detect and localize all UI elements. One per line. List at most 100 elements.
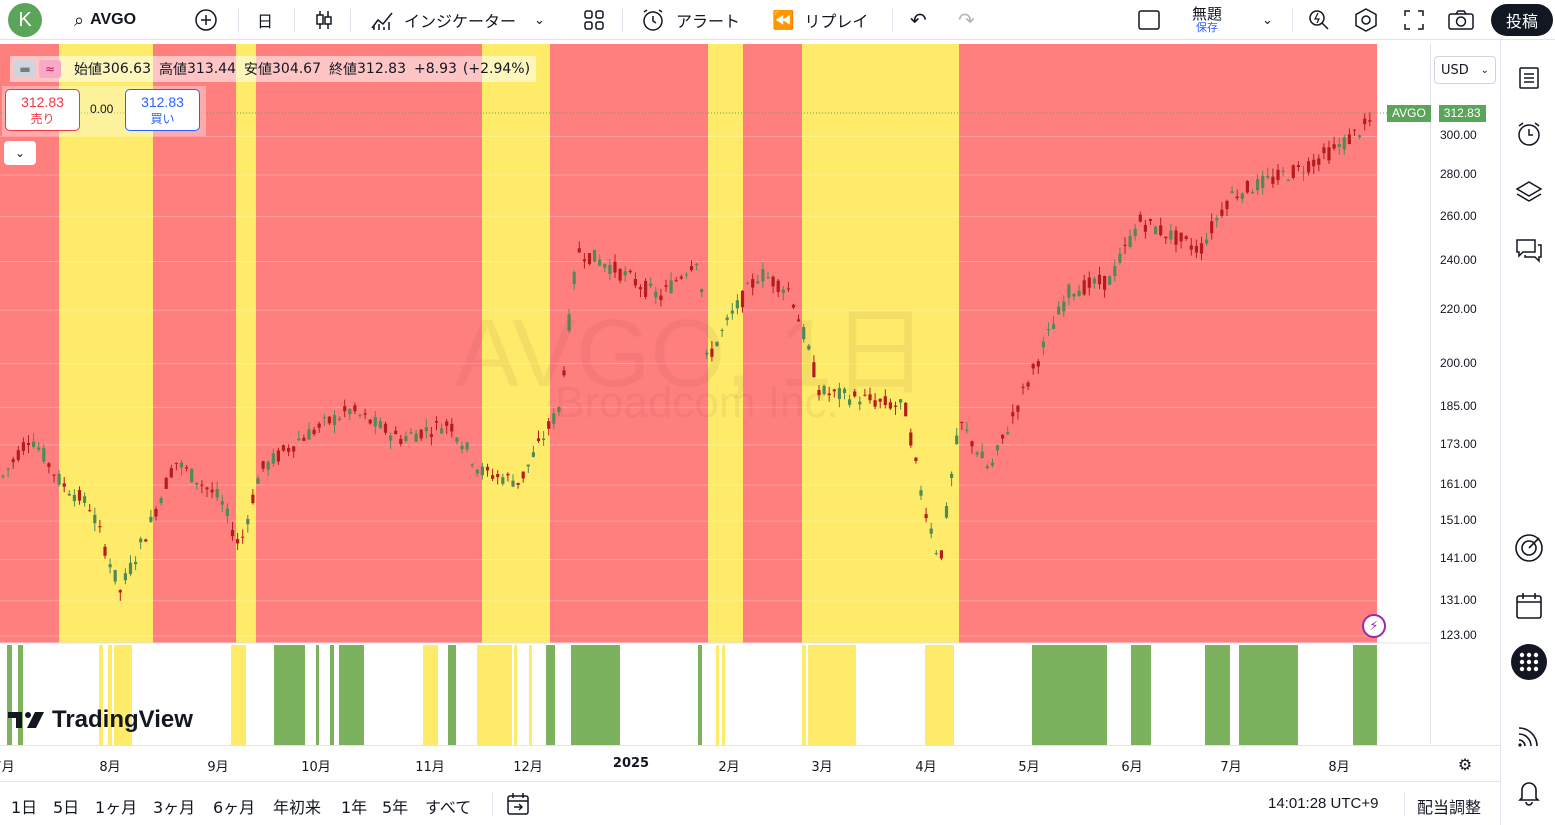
candle-body xyxy=(404,436,408,441)
candle-body xyxy=(108,564,112,568)
candle-body xyxy=(1184,236,1188,239)
candle-body xyxy=(424,427,428,432)
time-axis[interactable]: 7月 8月 9月 10月 11月 12月 2025 2月 3月 4月 5月 6月 7月 8月 xyxy=(0,745,1500,781)
candle-body xyxy=(756,281,760,284)
lightning-icon[interactable]: ⚡ xyxy=(1362,614,1386,638)
candle-body xyxy=(618,268,622,281)
goto-date-button[interactable] xyxy=(505,791,531,821)
fullscreen-button[interactable] xyxy=(1402,0,1426,40)
price-scale[interactable] xyxy=(1430,44,1500,744)
regime-band xyxy=(482,44,550,643)
tech-analysis-button[interactable] xyxy=(1513,532,1545,564)
hide-legend-icon[interactable]: ▬ xyxy=(14,60,36,78)
post-button[interactable]: 投稿 xyxy=(1491,4,1553,36)
candle-body xyxy=(990,462,994,466)
redo-button[interactable]: ↷ xyxy=(958,0,975,40)
candle-body xyxy=(429,434,433,437)
last-price-symbol: AVGO xyxy=(1387,105,1431,122)
chart-type-button[interactable] xyxy=(312,0,336,40)
interval-button[interactable]: 日 xyxy=(257,0,273,40)
search-icon: ⌕ xyxy=(74,9,85,31)
candle-body xyxy=(526,464,530,467)
candle-body xyxy=(128,562,133,575)
regime-band xyxy=(153,44,236,643)
candle-body xyxy=(644,280,648,297)
user-avatar[interactable]: K xyxy=(8,3,42,37)
apps-button[interactable] xyxy=(1511,644,1547,680)
range-button[interactable]: 1ヶ月 xyxy=(95,798,138,817)
watchlist-button[interactable] xyxy=(1513,62,1545,94)
range-button[interactable]: 5年 xyxy=(382,798,409,817)
candle-body xyxy=(929,528,933,534)
chat-button[interactable] xyxy=(1513,234,1545,266)
candle-body xyxy=(832,389,836,392)
chevron-down-icon: ⌄ xyxy=(1480,64,1489,76)
settings-button[interactable] xyxy=(1352,0,1380,40)
currency-select[interactable]: USD ⌄ xyxy=(1434,56,1496,84)
candle-body xyxy=(842,388,847,394)
layout-menu-chevron[interactable]: ⌄ xyxy=(1262,0,1273,40)
candle-body xyxy=(858,401,862,405)
buy-button[interactable]: 312.83 買い xyxy=(125,89,200,131)
candle-body xyxy=(827,393,831,396)
candle-body xyxy=(786,288,790,290)
candle-body xyxy=(1067,284,1071,298)
object-tree-button[interactable] xyxy=(1513,176,1545,208)
screenshot-button[interactable] xyxy=(1447,0,1475,40)
high-label: 高値 xyxy=(159,62,187,78)
dividend-adjust-toggle[interactable]: 配当調整 xyxy=(1417,798,1482,817)
range-button[interactable]: 6ヶ月 xyxy=(213,798,256,817)
data-window-icon[interactable]: ≈ xyxy=(39,60,61,78)
candle-body xyxy=(1261,175,1265,189)
candle-body xyxy=(888,402,892,409)
replay-button[interactable]: ⏪ リプレイ xyxy=(772,0,868,40)
collapse-legend-button[interactable]: ⌄ xyxy=(4,141,36,165)
candle-body xyxy=(623,271,627,276)
candle-body xyxy=(383,423,388,433)
close-label: 終値 xyxy=(329,62,357,78)
range-button[interactable]: 1年 xyxy=(341,798,368,817)
interval-label: 日 xyxy=(257,12,274,31)
candle-body xyxy=(205,487,209,490)
layouts-button[interactable] xyxy=(582,0,606,40)
candle-body xyxy=(914,457,918,461)
undo-button[interactable]: ↶ xyxy=(910,0,927,40)
signals-button[interactable] xyxy=(1513,720,1545,752)
clock-timezone[interactable]: 14:01:28 UTC+9 xyxy=(1268,795,1379,812)
candle-body xyxy=(689,266,694,271)
tradingview-logo[interactable]: TradingView xyxy=(8,706,193,734)
alert-button[interactable]: アラート xyxy=(640,0,740,40)
candle-body xyxy=(899,399,903,403)
time-tick-label: 6月 xyxy=(1121,760,1143,775)
alerts-button[interactable] xyxy=(1513,118,1545,150)
quick-search-button[interactable] xyxy=(1306,0,1332,40)
notifications-button[interactable] xyxy=(1513,776,1545,808)
symbol-search[interactable]: ⌕ AVGO xyxy=(74,0,136,40)
compare-button[interactable] xyxy=(194,0,218,40)
candle-body xyxy=(215,489,219,498)
fullscreen-icon xyxy=(1404,10,1424,30)
range-button[interactable]: 3ヶ月 xyxy=(153,798,196,817)
regime-band xyxy=(256,44,482,643)
layout-toggle-button[interactable] xyxy=(1137,0,1161,40)
calendar-button[interactable] xyxy=(1513,590,1545,622)
alarm-clock-icon xyxy=(1518,122,1540,146)
price-chart[interactable] xyxy=(0,44,1430,745)
candle-body xyxy=(598,259,602,266)
indicators-button[interactable]: インジケーター ⌄ xyxy=(370,0,545,40)
layout-name-menu[interactable]: 無題 保存 xyxy=(1192,0,1222,40)
candlestick-series xyxy=(1,112,1372,601)
candle-body xyxy=(939,550,943,559)
redo-icon: ↷ xyxy=(958,8,975,32)
indicators-label: インジケーター xyxy=(404,12,517,31)
symbol-watermark: AVGO, 1日 xyxy=(455,300,929,407)
range-button[interactable]: 1日 xyxy=(11,798,38,817)
range-button[interactable]: すべて xyxy=(425,798,472,817)
axis-settings-icon[interactable]: ⚙ xyxy=(1457,754,1473,774)
sell-button[interactable]: 312.83 売り xyxy=(5,89,80,131)
range-button[interactable]: 年初来 xyxy=(273,798,322,817)
candle-body xyxy=(613,261,617,273)
range-button[interactable]: 5日 xyxy=(53,798,80,817)
candle-body xyxy=(149,516,153,522)
candle-body xyxy=(6,468,10,470)
